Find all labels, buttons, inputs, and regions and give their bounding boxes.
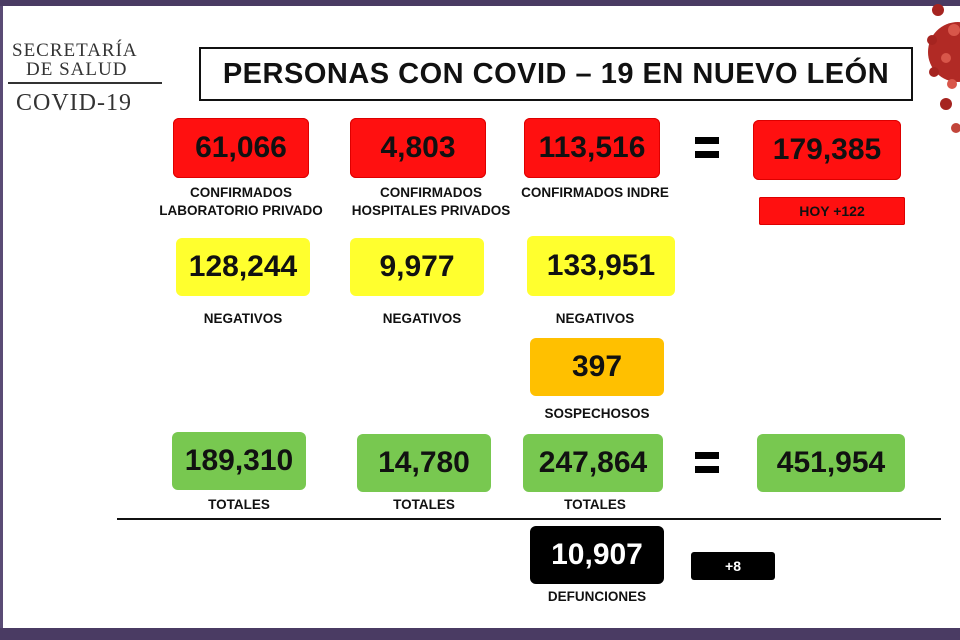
suspected-value: 397 [530, 338, 664, 396]
confirmed-private-lab-value: 61,066 [173, 118, 309, 178]
totals-private-lab-value: 189,310 [172, 432, 306, 490]
negatives-private-hospitals-label: NEGATIVOS [382, 311, 462, 326]
page-title-box: PERSONAS CON COVID – 19 EN NUEVO LEÓN [199, 47, 913, 101]
logo-line-1: SECRETARÍA [12, 40, 138, 61]
confirmed-private-lab-label-line2: LABORATORIO PRIVADO [159, 203, 323, 218]
negatives-private-hospitals-value: 9,977 [350, 238, 484, 296]
logo-line-2: DE SALUD [26, 59, 128, 80]
logo-divider [8, 82, 162, 84]
logo-line-3: COVID-19 [16, 90, 132, 116]
totals-indre-label: TOTALES [564, 497, 626, 512]
deaths-label: DEFUNCIONES [547, 589, 647, 604]
section-divider [117, 518, 941, 520]
confirmed-indre-value: 113,516 [524, 118, 660, 178]
negatives-indre-label: NEGATIVOS [555, 311, 635, 326]
negatives-private-lab-value: 128,244 [176, 238, 310, 296]
confirmed-private-lab-label-line1: CONFIRMADOS [190, 185, 292, 200]
negatives-indre-value: 133,951 [527, 236, 675, 296]
confirmed-private-hospitals-label-line2: HOSPITALES PRIVADOS [351, 203, 511, 218]
bottom-frame-bar [0, 628, 960, 640]
suspected-label: SOSPECHOSOS [544, 406, 650, 421]
confirmed-total-value: 179,385 [753, 120, 901, 180]
page-title: PERSONAS CON COVID – 19 EN NUEVO LEÓN [222, 57, 890, 90]
totals-private-hospitals-value: 14,780 [357, 434, 491, 492]
deaths-value: 10,907 [530, 526, 664, 584]
confirmed-today-badge: HOY +122 [759, 197, 905, 225]
totals-private-hospitals-label: TOTALES [393, 497, 455, 512]
confirmed-private-hospitals-label: CONFIRMADOS HOSPITALES PRIVADOS [336, 184, 526, 220]
deaths-today-badge: +8 [691, 552, 775, 580]
totals-indre-value: 247,864 [523, 434, 663, 492]
confirmed-private-lab-label: CONFIRMADOS LABORATORIO PRIVADO [146, 184, 336, 220]
top-frame-bar [0, 0, 960, 6]
negatives-private-lab-label: NEGATIVOS [203, 311, 283, 326]
grand-total-value: 451,954 [757, 434, 905, 492]
totals-private-lab-label: TOTALES [208, 497, 270, 512]
confirmed-private-hospitals-label-line1: CONFIRMADOS [380, 185, 482, 200]
left-frame-bar [0, 6, 3, 628]
confirmed-private-hospitals-value: 4,803 [350, 118, 486, 178]
confirmed-indre-label: CONFIRMADOS INDRE [521, 185, 669, 200]
equals-sign-confirmed [695, 137, 719, 159]
equals-sign-totals [695, 452, 719, 474]
virus-illustration-icon [927, 4, 960, 133]
